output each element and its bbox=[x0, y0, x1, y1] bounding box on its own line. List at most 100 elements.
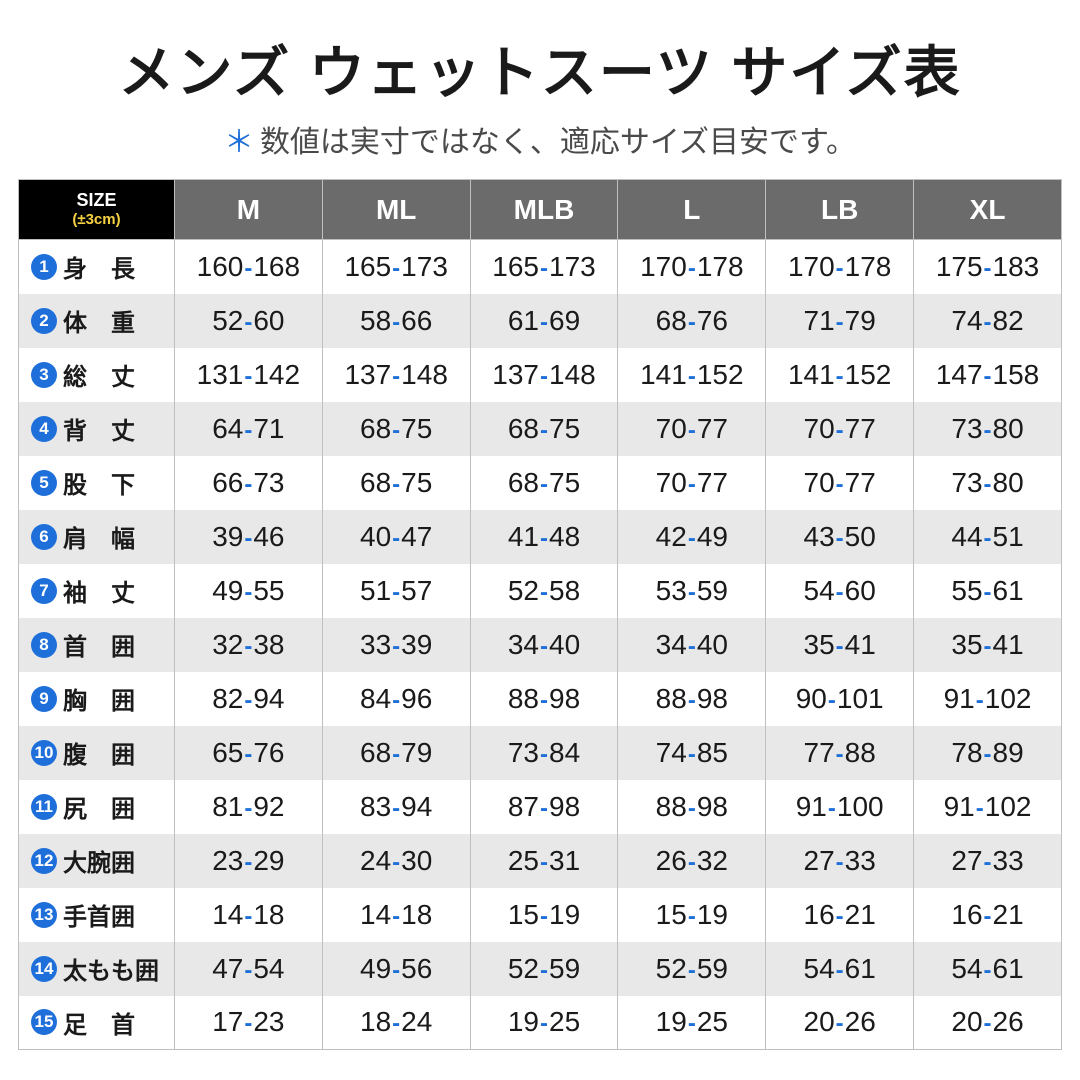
row-label-cell: 10腹 囲 bbox=[19, 726, 175, 780]
row-number-icon: 14 bbox=[31, 956, 57, 982]
value-low: 91 bbox=[944, 791, 975, 822]
dash-icon: - bbox=[835, 903, 845, 930]
dash-icon: - bbox=[687, 903, 697, 930]
value-cell: 165-173 bbox=[322, 240, 470, 294]
value-cell: 78-89 bbox=[914, 726, 1062, 780]
value-low: 84 bbox=[360, 683, 391, 714]
value-cell: 44-51 bbox=[914, 510, 1062, 564]
value-cell: 16-21 bbox=[914, 888, 1062, 942]
value-low: 160 bbox=[197, 251, 244, 282]
value-high: 25 bbox=[697, 1006, 728, 1037]
value-cell: 35-41 bbox=[766, 618, 914, 672]
value-cell: 73-80 bbox=[914, 456, 1062, 510]
table-row: 4背 丈64-7168-7568-7570-7770-7773-80 bbox=[19, 402, 1062, 456]
value-cell: 68-79 bbox=[322, 726, 470, 780]
dash-icon: - bbox=[687, 471, 697, 498]
row-label: 袖 丈 bbox=[63, 580, 135, 607]
dash-icon: - bbox=[983, 903, 993, 930]
value-low: 35 bbox=[951, 629, 982, 660]
dash-icon: - bbox=[687, 309, 697, 336]
dash-icon: - bbox=[983, 255, 993, 282]
value-low: 70 bbox=[656, 413, 687, 444]
dash-icon: - bbox=[983, 363, 993, 390]
value-high: 98 bbox=[697, 791, 728, 822]
value-low: 77 bbox=[804, 737, 835, 768]
value-cell: 58-66 bbox=[322, 294, 470, 348]
value-cell: 170-178 bbox=[618, 240, 766, 294]
dash-icon: - bbox=[983, 633, 993, 660]
value-high: 47 bbox=[401, 521, 432, 552]
size-header: LB bbox=[766, 180, 914, 240]
dash-icon: - bbox=[983, 525, 993, 552]
dash-icon: - bbox=[835, 417, 845, 444]
value-cell: 131-142 bbox=[174, 348, 322, 402]
table-row: 6肩 幅39-4640-4741-4842-4943-5044-51 bbox=[19, 510, 1062, 564]
corner-tolerance: (±3cm) bbox=[19, 211, 174, 229]
dash-icon: - bbox=[391, 903, 401, 930]
value-high: 69 bbox=[549, 305, 580, 336]
value-low: 70 bbox=[656, 467, 687, 498]
value-low: 61 bbox=[508, 305, 539, 336]
row-label: 背 丈 bbox=[63, 418, 135, 445]
dash-icon: - bbox=[687, 849, 697, 876]
value-low: 54 bbox=[804, 953, 835, 984]
dash-icon: - bbox=[243, 687, 253, 714]
row-number-icon: 13 bbox=[31, 902, 57, 928]
value-high: 98 bbox=[697, 683, 728, 714]
value-cell: 70-77 bbox=[766, 402, 914, 456]
value-low: 66 bbox=[212, 467, 243, 498]
row-number-icon: 3 bbox=[31, 362, 57, 388]
dash-icon: - bbox=[243, 1010, 253, 1037]
value-high: 152 bbox=[697, 359, 744, 390]
dash-icon: - bbox=[983, 471, 993, 498]
dash-icon: - bbox=[539, 849, 549, 876]
value-high: 33 bbox=[993, 845, 1024, 876]
value-high: 61 bbox=[993, 575, 1024, 606]
value-cell: 15-19 bbox=[618, 888, 766, 942]
value-high: 26 bbox=[845, 1006, 876, 1037]
value-high: 98 bbox=[549, 791, 580, 822]
value-low: 49 bbox=[212, 575, 243, 606]
row-label-cell: 6肩 幅 bbox=[19, 510, 175, 564]
value-high: 46 bbox=[253, 521, 284, 552]
value-high: 80 bbox=[993, 467, 1024, 498]
value-low: 47 bbox=[212, 953, 243, 984]
value-high: 183 bbox=[993, 251, 1040, 282]
dash-icon: - bbox=[243, 633, 253, 660]
value-low: 17 bbox=[212, 1006, 243, 1037]
value-high: 61 bbox=[845, 953, 876, 984]
value-low: 32 bbox=[212, 629, 243, 660]
row-label-cell: 15足 首 bbox=[19, 996, 175, 1050]
value-cell: 77-88 bbox=[766, 726, 914, 780]
value-high: 59 bbox=[697, 953, 728, 984]
dash-icon: - bbox=[827, 795, 837, 822]
dash-icon: - bbox=[539, 309, 549, 336]
value-cell: 52-60 bbox=[174, 294, 322, 348]
subtitle-star: ＊ bbox=[224, 126, 254, 159]
value-high: 73 bbox=[253, 467, 284, 498]
dash-icon: - bbox=[243, 417, 253, 444]
value-low: 83 bbox=[360, 791, 391, 822]
value-low: 55 bbox=[951, 575, 982, 606]
value-high: 92 bbox=[253, 791, 284, 822]
value-high: 173 bbox=[401, 251, 448, 282]
value-cell: 137-148 bbox=[470, 348, 618, 402]
value-high: 79 bbox=[401, 737, 432, 768]
dash-icon: - bbox=[539, 471, 549, 498]
value-cell: 23-29 bbox=[174, 834, 322, 888]
dash-icon: - bbox=[983, 579, 993, 606]
value-cell: 53-59 bbox=[618, 564, 766, 618]
row-label: 足 首 bbox=[63, 1012, 135, 1039]
row-number-icon: 9 bbox=[31, 686, 57, 712]
value-cell: 54-61 bbox=[914, 942, 1062, 996]
row-number-icon: 15 bbox=[31, 1009, 57, 1035]
value-high: 39 bbox=[401, 629, 432, 660]
value-high: 77 bbox=[845, 413, 876, 444]
subtitle-text: 数値は実寸ではなく、適応サイズ目安です。 bbox=[260, 126, 856, 159]
value-cell: 68-76 bbox=[618, 294, 766, 348]
value-low: 58 bbox=[360, 305, 391, 336]
value-low: 16 bbox=[951, 899, 982, 930]
value-low: 16 bbox=[804, 899, 835, 930]
value-high: 88 bbox=[845, 737, 876, 768]
value-cell: 68-75 bbox=[470, 456, 618, 510]
